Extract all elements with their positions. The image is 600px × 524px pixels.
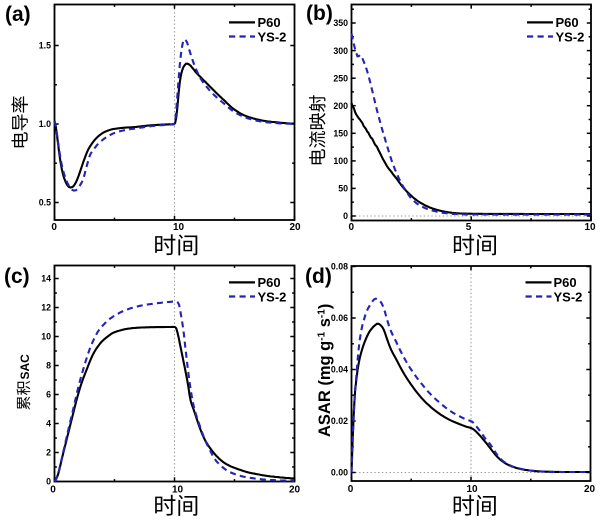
svg-text:0: 0	[343, 211, 348, 221]
svg-text:ASAR (mg g-1 s-1): ASAR (mg g-1 s-1)	[316, 304, 334, 437]
svg-text:10: 10	[172, 485, 184, 496]
svg-text:YS-2: YS-2	[258, 29, 287, 44]
svg-text:350: 350	[333, 18, 348, 28]
svg-text:20: 20	[289, 222, 301, 233]
svg-text:12: 12	[41, 303, 51, 313]
svg-text:6: 6	[46, 390, 51, 400]
svg-text:YS-2: YS-2	[258, 289, 287, 304]
svg-text:2: 2	[46, 448, 51, 458]
svg-text:10: 10	[41, 332, 51, 342]
svg-text:YS-2: YS-2	[554, 289, 583, 304]
svg-text:4: 4	[46, 419, 51, 429]
svg-text:10: 10	[584, 222, 596, 233]
svg-text:50: 50	[338, 184, 348, 194]
svg-text:P60: P60	[556, 15, 579, 30]
svg-text:300: 300	[333, 46, 348, 56]
svg-text:5: 5	[466, 222, 472, 233]
svg-text:0: 0	[349, 222, 355, 233]
svg-text:200: 200	[333, 101, 348, 111]
svg-text:1.0: 1.0	[39, 119, 51, 129]
svg-text:100: 100	[333, 156, 348, 166]
svg-text:10: 10	[466, 484, 478, 495]
svg-text:(b): (b)	[306, 2, 333, 25]
svg-text:(a): (a)	[5, 3, 31, 26]
svg-text:0.04: 0.04	[331, 365, 348, 375]
svg-text:P60: P60	[258, 275, 281, 290]
svg-text:(d): (d)	[305, 265, 332, 288]
svg-text:20: 20	[289, 485, 301, 496]
svg-text:YS-2: YS-2	[556, 29, 585, 44]
svg-text:1.5: 1.5	[39, 41, 51, 51]
svg-text:10: 10	[173, 222, 185, 233]
svg-text:0.5: 0.5	[39, 198, 51, 208]
svg-text:0.06: 0.06	[331, 313, 348, 323]
svg-text:P60: P60	[554, 275, 577, 290]
svg-text:0: 0	[348, 484, 354, 495]
svg-text:SAC: SAC	[18, 354, 32, 380]
svg-text:14: 14	[41, 274, 51, 284]
svg-text:250: 250	[333, 73, 348, 83]
svg-text:0: 0	[46, 477, 51, 487]
svg-text:8: 8	[46, 361, 51, 371]
svg-text:0: 0	[50, 485, 56, 496]
svg-text:0: 0	[51, 222, 57, 233]
svg-text:0.02: 0.02	[331, 416, 348, 426]
svg-text:P60: P60	[258, 15, 281, 30]
svg-text:0.08: 0.08	[331, 262, 348, 272]
svg-text:(c): (c)	[4, 265, 30, 288]
svg-text:0.00: 0.00	[331, 468, 348, 478]
svg-text:20: 20	[584, 484, 596, 495]
svg-text:150: 150	[333, 129, 348, 139]
